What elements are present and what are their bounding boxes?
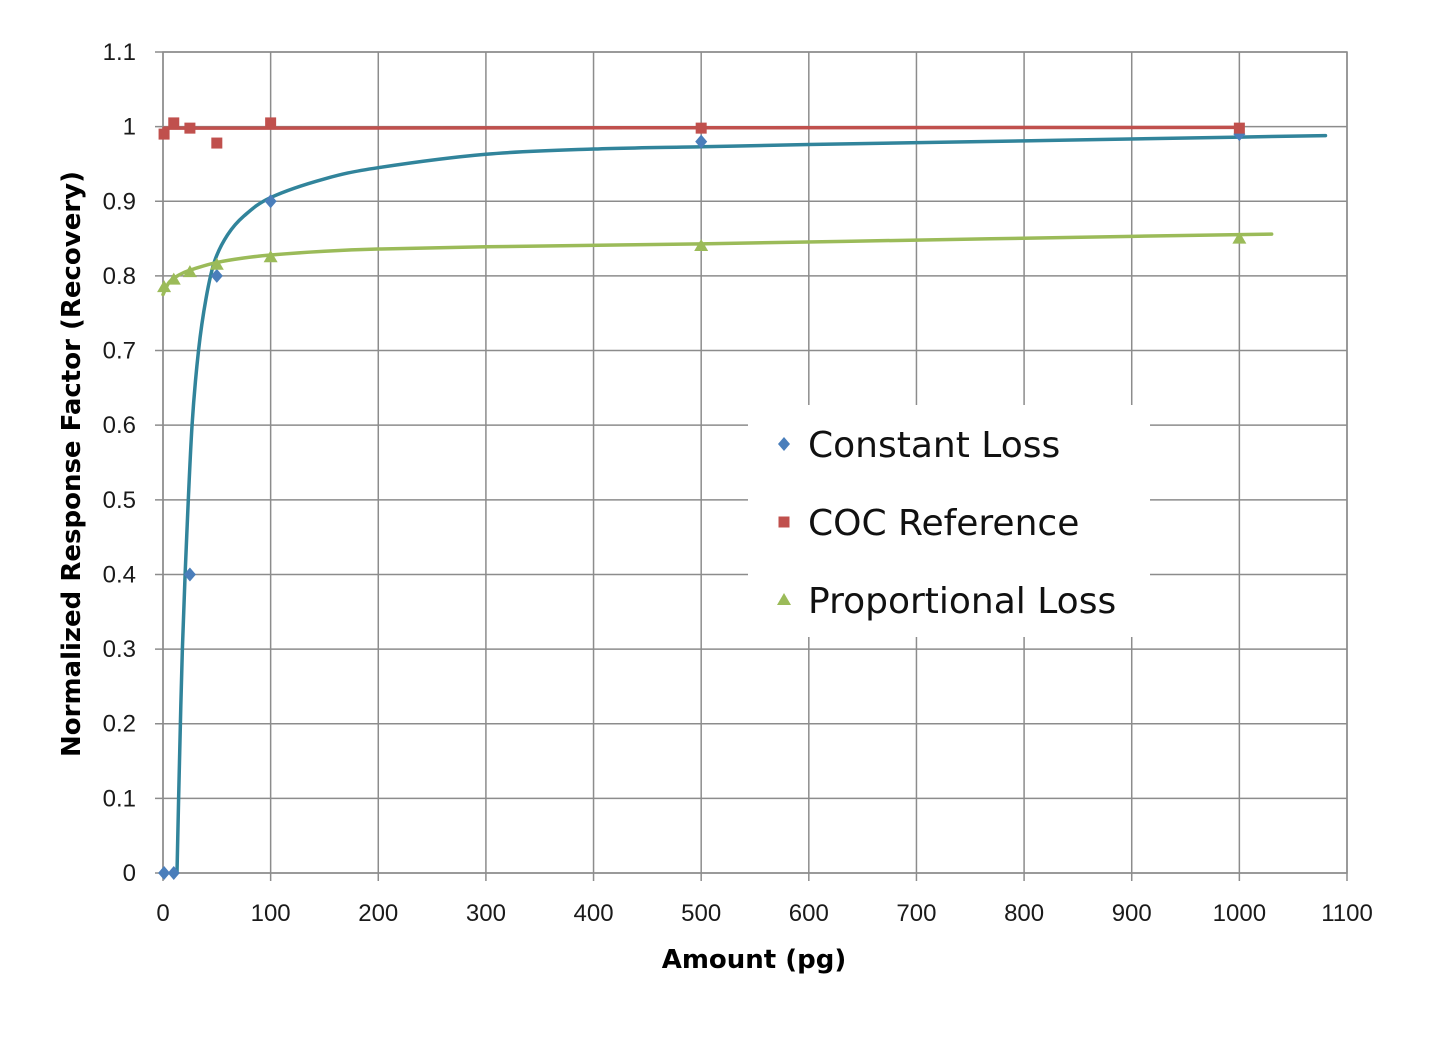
y-tick-label: 1.1: [103, 39, 136, 66]
constant-loss-legend-label: Constant Loss: [808, 425, 1060, 466]
axes: [162, 51, 1348, 874]
legend-background: [748, 405, 1150, 637]
y-tick-labels: 0 0.1 0.2 0.3 0.4 0.5 0.6 0.7 0.8 0.9 1 1.1: [103, 39, 136, 887]
x-tick-label: 200: [358, 900, 398, 927]
constant-loss-point: [695, 134, 708, 149]
y-tick-label: 0.2: [103, 711, 136, 738]
y-tick-label: 0.4: [103, 561, 136, 588]
x-tick-label: 500: [681, 900, 721, 927]
y-tick-label: 0.9: [103, 188, 136, 215]
data-markers: [157, 117, 1247, 880]
x-tick-label: 900: [1112, 900, 1152, 927]
x-tick-label: 100: [251, 900, 291, 927]
plot-frame: [162, 51, 1348, 874]
coc-reference-point: [168, 117, 180, 129]
y-tick-label: 1: [123, 114, 136, 141]
proportional-loss-legend-marker: [777, 593, 791, 605]
x-tick-label: 400: [574, 900, 614, 927]
proportional-loss-point: [263, 250, 278, 263]
y-tick-label: 0.1: [103, 785, 136, 812]
x-axis-title: Amount (pg): [662, 945, 847, 975]
coc-reference-point: [184, 122, 196, 134]
x-tick-labels: 0 100 200 300 400 500 600 700 800 900 1000 1100: [156, 900, 1372, 927]
coc-reference-legend-marker: [778, 516, 790, 528]
proportional-loss-point: [694, 239, 709, 252]
proportional-loss-point: [166, 272, 181, 285]
y-tick-label: 0.7: [103, 338, 136, 365]
constant-loss-trendline: [175, 133, 1328, 875]
x-tick-label: 700: [896, 900, 936, 927]
constant-loss-point: [210, 268, 223, 283]
x-tick-label: 300: [466, 900, 506, 927]
constant-loss-point: [167, 866, 180, 880]
coc-reference-point: [158, 128, 170, 140]
coc-reference-point: [695, 122, 707, 134]
x-tick-label: 600: [789, 900, 829, 927]
y-tick-label: 0.8: [103, 263, 136, 290]
coc-reference-point: [1233, 122, 1245, 134]
y-tick-label: 0.5: [103, 487, 136, 514]
constant-loss-point: [158, 866, 171, 880]
constant-loss-legend-marker: [778, 437, 790, 451]
x-tick-label: 800: [1004, 900, 1044, 927]
x-tick-label: 1000: [1213, 900, 1266, 927]
x-tick-label: 0: [156, 900, 169, 927]
y-tick-label: 0: [123, 860, 136, 887]
coc-reference-point: [265, 117, 277, 129]
coc-reference-point: [211, 137, 223, 149]
proportional-loss-point: [182, 265, 197, 278]
proportional-loss-legend-label: Proportional Loss: [808, 581, 1116, 622]
proportional-loss-point: [157, 280, 172, 293]
legend-items: Constant Loss COC Reference Proportional L…: [777, 425, 1116, 622]
legend: Constant Loss COC Reference Proportional L…: [748, 405, 1150, 637]
coc-reference-legend-label: COC Reference: [808, 503, 1079, 544]
constant-loss-point: [264, 194, 277, 209]
y-axis-title: Normalized Response Factor (Recovery): [57, 171, 87, 757]
proportional-loss-point: [1232, 231, 1247, 244]
y-tick-label: 0.6: [103, 412, 136, 439]
proportional-loss-trendline: [161, 232, 1274, 297]
constant-loss-point: [183, 567, 196, 582]
proportional-loss-point: [209, 257, 224, 270]
x-tick-label: 1100: [1321, 900, 1373, 927]
y-tick-label: 0.3: [103, 636, 136, 663]
